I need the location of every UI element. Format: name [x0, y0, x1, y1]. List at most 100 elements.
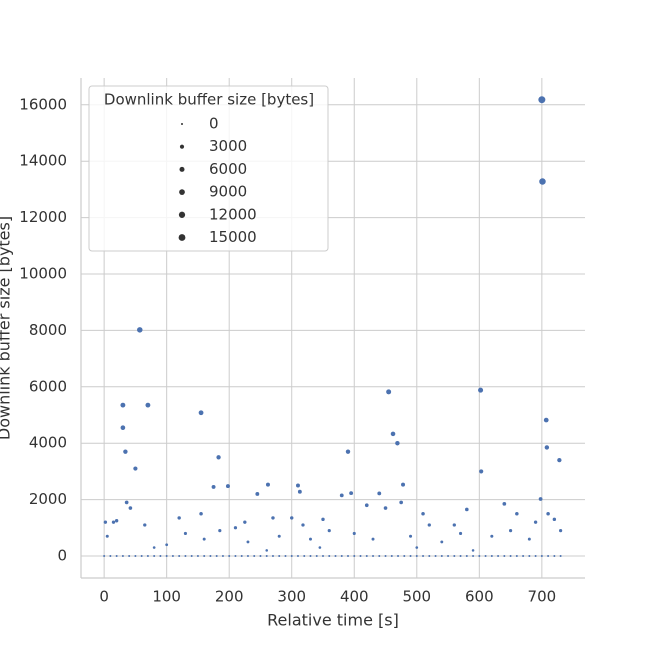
point: [415, 555, 418, 558]
point: [327, 529, 331, 533]
legend-marker: [178, 211, 186, 218]
legend-label: 9000: [209, 183, 247, 201]
point: [271, 516, 275, 520]
legend-label: 3000: [209, 137, 247, 155]
point: [539, 178, 546, 185]
x-tick-label: 700: [528, 588, 557, 606]
point: [321, 555, 324, 558]
point: [490, 555, 493, 558]
point: [199, 511, 203, 516]
point: [552, 517, 557, 522]
point: [452, 523, 456, 527]
point: [340, 555, 343, 558]
point: [459, 555, 462, 558]
point: [386, 389, 392, 395]
point: [377, 491, 382, 496]
y-tick-label: 16000: [19, 95, 67, 113]
point: [146, 555, 149, 558]
point: [315, 555, 318, 558]
point: [143, 523, 147, 527]
point: [278, 555, 281, 558]
point: [265, 482, 270, 487]
point: [522, 555, 525, 558]
point: [114, 519, 119, 523]
point: [503, 555, 506, 558]
legend-label: 6000: [209, 160, 247, 178]
point: [359, 555, 362, 558]
point: [427, 523, 431, 527]
legend-marker: [181, 123, 183, 125]
point: [472, 555, 475, 558]
point: [243, 520, 247, 524]
point: [121, 555, 124, 558]
point: [534, 555, 537, 558]
point: [328, 555, 331, 558]
x-tick-label: 200: [215, 588, 244, 606]
point: [183, 531, 187, 535]
y-tick-label: 2000: [29, 490, 67, 508]
x-tick-label: 100: [152, 588, 181, 606]
point: [553, 555, 556, 558]
point: [397, 555, 400, 558]
point: [384, 555, 387, 558]
point: [215, 555, 218, 558]
point: [140, 555, 143, 558]
point: [421, 511, 425, 516]
point: [165, 555, 168, 558]
point: [533, 520, 538, 524]
point: [479, 469, 484, 474]
legend-label: 15000: [209, 228, 257, 246]
point: [240, 555, 243, 558]
point: [290, 555, 293, 558]
point: [171, 555, 174, 558]
point: [557, 457, 562, 463]
point: [365, 555, 368, 558]
point: [216, 455, 221, 460]
legend-marker: [179, 144, 185, 149]
point: [120, 425, 126, 431]
point: [202, 537, 206, 541]
point: [218, 529, 222, 533]
point: [233, 526, 238, 530]
point: [301, 523, 305, 527]
points: [103, 96, 563, 558]
point: [465, 507, 469, 512]
y-tick-label: 14000: [19, 152, 67, 170]
y-tick-label: 8000: [29, 321, 67, 339]
point: [133, 466, 138, 471]
point: [209, 555, 212, 558]
point: [309, 537, 312, 541]
point: [352, 531, 356, 535]
x-tick-label: 500: [402, 588, 431, 606]
point: [471, 549, 475, 552]
point: [190, 555, 193, 558]
point: [265, 555, 268, 558]
x-tick-label: 300: [277, 588, 306, 606]
point: [490, 534, 494, 538]
point: [559, 555, 562, 558]
point: [543, 417, 549, 423]
x-tick-label: 600: [465, 588, 494, 606]
point: [196, 555, 199, 558]
point: [103, 555, 106, 558]
point: [515, 555, 518, 558]
legend-box: [88, 85, 329, 252]
point: [353, 555, 356, 558]
y-tick-label: 6000: [29, 377, 67, 395]
point: [271, 555, 274, 558]
point: [145, 402, 151, 408]
point: [259, 555, 262, 558]
point: [277, 534, 281, 538]
point: [303, 555, 306, 558]
legend-label: 0: [209, 115, 219, 133]
point: [403, 555, 406, 558]
legend-label: 12000: [209, 205, 257, 223]
point: [109, 555, 112, 558]
point: [465, 555, 468, 558]
point: [297, 489, 302, 494]
point: [440, 555, 443, 558]
point: [453, 555, 456, 558]
y-tick-label: 10000: [19, 264, 67, 282]
y-tick-label: 4000: [29, 434, 67, 452]
